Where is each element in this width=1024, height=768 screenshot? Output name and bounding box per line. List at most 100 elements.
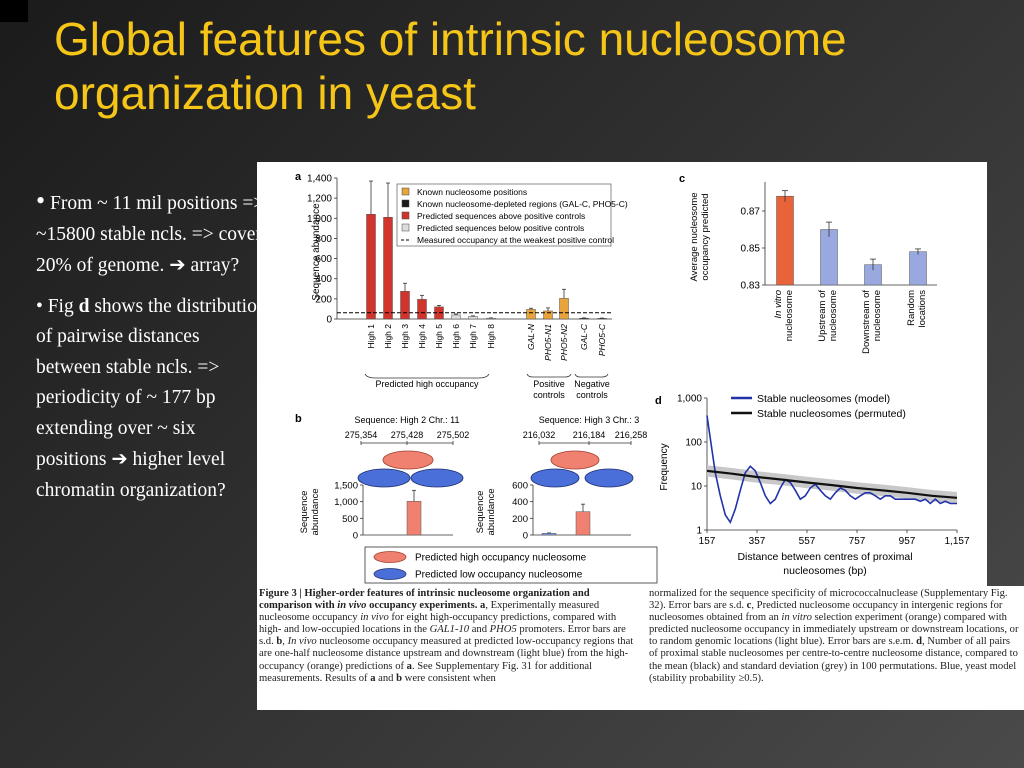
- panel-b-right-position: 216,258: [615, 430, 648, 440]
- panel-a-category-label: PHO5-C: [597, 323, 607, 356]
- panel-d: Frequency 1 10 100 1,000 157 357 557 757 957 1,15…: [659, 393, 970, 577]
- panel-a-ytick-label: 1,200: [307, 194, 332, 205]
- panel-a-group-positive-1: Positive: [533, 379, 565, 389]
- panel-b-right-ytick-label: 0: [523, 531, 528, 542]
- panel-a-category-label: PHO5-N1: [543, 324, 553, 361]
- panel-b-left-ylabel-1: Sequence: [299, 491, 310, 534]
- panel-a-legend-swatch: [401, 211, 410, 220]
- arrow-right-icon: ➔: [111, 447, 128, 470]
- panel-a-category-label: High 5: [434, 324, 444, 349]
- panel-b-right-bar: [575, 511, 591, 536]
- bullet-marker: •: [36, 186, 46, 215]
- panel-b-left-ytick-label: 1,500: [334, 481, 358, 492]
- panel-a-category-label: High 6: [451, 324, 461, 349]
- panel-a: Sequence abundance 0 200 400 600 800 1,000 1,2…: [307, 174, 628, 401]
- panel-b-right-ytick-label: 600: [512, 481, 528, 492]
- panel-a-category-label: High 7: [468, 324, 478, 349]
- panel-d-xtick-label: 957: [899, 536, 916, 547]
- panel-a-bar: [559, 298, 569, 320]
- panel-c-category-label: Upstream of: [817, 290, 828, 342]
- bullet-2-text-a: shows the distribution of pairwise dista…: [36, 295, 267, 471]
- caption-left-column: Figure 3 | Higher-order features of intr…: [259, 588, 634, 684]
- panel-c-category-label: In vitro: [773, 290, 784, 319]
- low-occupancy-legend-icon: [373, 568, 407, 580]
- panel-c-bar: [776, 195, 794, 286]
- panel-d-ytick-label: 10: [691, 482, 703, 493]
- panel-b-right-ytick-label: 200: [512, 514, 528, 525]
- panel-c-ytick-label: 0.85: [741, 244, 761, 255]
- panel-a-legend-label: Measured occupancy at the weakest positi…: [417, 235, 614, 245]
- high-occupancy-nucleosome: [550, 450, 600, 470]
- panel-d-legend-permuted: Stable nucleosomes (permuted): [757, 408, 906, 420]
- low-occupancy-nucleosome: [530, 468, 580, 488]
- panel-d-xtick-label: 357: [749, 536, 766, 547]
- panel-a-bar: [400, 291, 410, 320]
- panel-b-left-ylabel-2: abundance: [310, 488, 321, 535]
- panel-c-category-label: locations: [917, 290, 928, 328]
- panel-a-bar: [579, 317, 589, 320]
- arrow-right-icon: ➔: [169, 253, 186, 276]
- panel-c: Average nucleosome occupancy predicted 0…: [689, 182, 937, 354]
- panel-b-right-sequence: Sequence: High 3 Chr.: 3: [539, 415, 640, 425]
- panel-b-label: b: [295, 413, 302, 425]
- panel-a-bracket-high: [364, 373, 490, 379]
- panel-a-group-negative-1: Negative: [574, 379, 610, 389]
- panel-a-bar: [451, 314, 461, 320]
- figure-svg: a b c d Sequence abundance 0 200 400 600 800…: [295, 171, 970, 584]
- panel-b-left-sequence: Sequence: High 2 Chr.: 11: [355, 415, 460, 425]
- panel-a-ylabel: Sequence abundance: [311, 203, 322, 301]
- panel-a-bar: [417, 299, 427, 320]
- panel-b-left-position: 275,354: [345, 430, 378, 440]
- panel-a-category-label: High 2: [383, 324, 393, 349]
- low-occupancy-nucleosome: [410, 468, 464, 488]
- panel-d-label: d: [655, 395, 662, 407]
- panel-d-xtick-label: 157: [699, 536, 716, 547]
- panel-c-category-label: nucleosome: [872, 290, 883, 341]
- bullet-2: • Fig d shows the distribution of pairwi…: [36, 292, 268, 507]
- panel-a-bar: [543, 310, 553, 320]
- panel-c-ylabel-2: occupancy predicted: [700, 193, 711, 280]
- panel-b-left-bar: [406, 501, 422, 536]
- panel-a-bracket-positive: [526, 373, 572, 378]
- bullet-1: • From ~ 11 mil positions => ~15800 stab…: [36, 186, 268, 282]
- panel-c-bar: [820, 229, 838, 286]
- panel-c-category-label: Random: [906, 290, 917, 326]
- panel-a-ytick-label: 0: [326, 315, 332, 326]
- panel-b-right-bar: [541, 533, 557, 536]
- panel-d-xtick-label: 1,157: [944, 536, 969, 547]
- bullet-2-bold: d: [78, 295, 90, 317]
- panel-b-legend-low: Predicted low occupancy nucleosome: [415, 570, 583, 581]
- panel-a-bar: [366, 214, 376, 320]
- panel-a-category-label: GAL-C: [579, 323, 589, 350]
- panel-d-model-line: [706, 415, 957, 525]
- panel-c-ylabel-1: Average nucleosome: [689, 192, 700, 281]
- panel-b-left-nucleosomes: [357, 450, 464, 488]
- panel-a-legend-swatch: [401, 187, 410, 196]
- high-occupancy-nucleosome: [382, 450, 434, 470]
- panel-d-legend-model: Stable nucleosomes (model): [757, 393, 890, 405]
- panel-a-category-label: High 8: [486, 324, 496, 349]
- panel-a-category-label: PHO5-N2: [559, 324, 569, 361]
- panel-d-ytick-label: 100: [685, 438, 702, 449]
- panel-c-ytick-label: 0.83: [741, 281, 761, 292]
- panel-c-label: c: [679, 173, 685, 185]
- panel-a-bar: [526, 309, 536, 320]
- panel-a-ytick-label: 600: [315, 254, 332, 265]
- panel-b-right-position: 216,184: [573, 430, 606, 440]
- panel-a-group-negative-2: controls: [576, 390, 608, 400]
- high-occupancy-legend-icon: [373, 551, 407, 563]
- panel-d-ylabel: Frequency: [659, 443, 670, 490]
- panel-c-bar: [909, 251, 927, 286]
- panel-a-group-positive-2: controls: [533, 390, 565, 400]
- panel-a-legend-box: [396, 183, 612, 247]
- panel-d-xlabel-1: Distance between centres of proximal: [737, 551, 912, 563]
- low-occupancy-nucleosome: [584, 468, 634, 488]
- panel-c-category-label: Downstream of: [861, 290, 872, 354]
- panel-d-xtick-label: 757: [849, 536, 866, 547]
- panel-b-right-ylabel-1: Sequence: [475, 491, 486, 534]
- bullet-list: • From ~ 11 mil positions => ~15800 stab…: [36, 186, 268, 516]
- panel-b-legend-box: [364, 546, 658, 584]
- panel-d-permuted-line: [706, 469, 958, 499]
- corner-block: [0, 0, 28, 22]
- figure-caption: Figure 3 | Higher-order features of intr…: [257, 586, 1024, 710]
